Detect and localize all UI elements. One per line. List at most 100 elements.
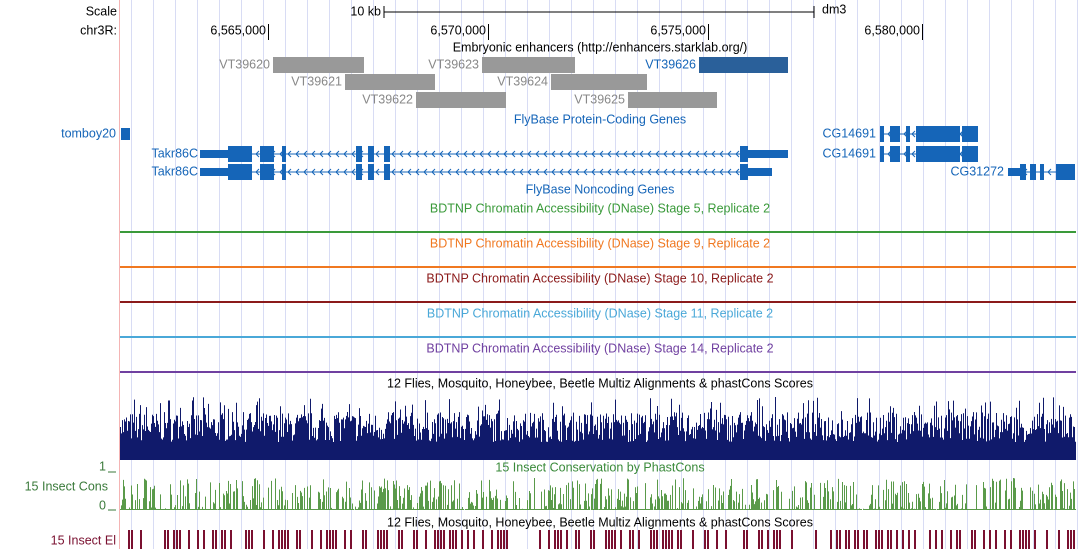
exon <box>356 164 362 180</box>
track-title: 12 Flies, Mosquito, Honeybee, Beetle Mul… <box>387 376 813 390</box>
strand-arrow <box>511 150 516 158</box>
strand-arrow <box>623 168 628 176</box>
strand-arrow <box>591 168 596 176</box>
strand-arrow <box>911 130 916 138</box>
strand-arrow <box>495 168 500 176</box>
dnase-signal <box>120 371 1076 373</box>
exon <box>384 146 390 162</box>
strand-arrow <box>711 168 716 176</box>
exon <box>1056 164 1075 180</box>
strand-arrow <box>719 150 724 158</box>
position-label: 6,570,000 <box>430 23 486 37</box>
strand-arrow <box>351 150 356 158</box>
strand-arrow <box>423 168 428 176</box>
gene-label: tomboy20 <box>61 126 116 140</box>
strand-arrow <box>679 168 684 176</box>
strand-arrow <box>327 168 332 176</box>
strand-arrow <box>607 168 612 176</box>
strand-arrow <box>455 168 460 176</box>
strand-arrow <box>295 168 300 176</box>
exon <box>916 126 960 142</box>
dnase-signal <box>120 231 1076 233</box>
exon <box>260 164 274 180</box>
exon <box>1030 164 1036 180</box>
side-label: 15 Insect Cons <box>25 479 108 493</box>
exon <box>740 164 748 180</box>
strand-arrow <box>631 168 636 176</box>
enhancers: VT39620 VT39621 VT39622 VT39623 VT39624 VT396… <box>219 57 788 108</box>
enhancer-label: VT39624 <box>497 74 548 88</box>
strand-arrow <box>1047 168 1052 176</box>
strand-arrow <box>391 150 396 158</box>
strand-arrow <box>519 168 524 176</box>
enhancer <box>551 74 647 90</box>
exon <box>748 150 788 158</box>
strand-arrow <box>487 168 492 176</box>
strand-arrow <box>639 150 644 158</box>
strand-arrow <box>407 150 412 158</box>
strand-arrow <box>431 168 436 176</box>
strand-arrow <box>647 168 652 176</box>
strand-arrow <box>583 150 588 158</box>
strand-arrow <box>727 168 732 176</box>
strand-arrow <box>319 150 324 158</box>
strand-arrow <box>911 150 916 158</box>
strand-arrow <box>655 150 660 158</box>
enhancer-label: VT39623 <box>428 57 479 71</box>
exon <box>1040 164 1044 180</box>
exon <box>368 164 374 180</box>
enhancer <box>345 74 435 90</box>
track-title: BDTNP Chromatin Accessibility (DNase) St… <box>430 236 770 250</box>
strand-arrow <box>687 168 692 176</box>
enhancer-label: VT39625 <box>574 92 625 106</box>
exon <box>880 146 884 162</box>
enhancer-label: VT39626 <box>645 57 696 71</box>
exon <box>260 146 274 162</box>
strand-arrow <box>695 150 700 158</box>
gene-label: Takr86C <box>151 146 198 160</box>
side-label: 15 Insect El <box>51 533 116 547</box>
strand-arrow <box>503 168 508 176</box>
strand-arrow <box>439 168 444 176</box>
strand-arrow <box>439 150 444 158</box>
strand-arrow <box>311 150 316 158</box>
strand-arrow <box>647 150 652 158</box>
exon <box>228 146 252 162</box>
strand-arrow <box>447 150 452 158</box>
ruler: 6,565,000 6,570,000 6,575,000 6,580,000 <box>210 23 923 40</box>
strand-arrow <box>663 150 668 158</box>
strand-arrow <box>711 150 716 158</box>
exon <box>228 164 252 180</box>
strand-arrow <box>559 150 564 158</box>
strand-arrow <box>447 168 452 176</box>
track-title: FlyBase Noncoding Genes <box>526 182 675 196</box>
scale-bar-label: 10 kb <box>350 4 381 18</box>
strand-arrow <box>335 168 340 176</box>
strand-arrow <box>655 168 660 176</box>
exon <box>282 146 286 162</box>
gene-label: CG14691 <box>822 146 876 160</box>
strand-arrow <box>535 150 540 158</box>
strand-arrow <box>527 168 532 176</box>
track-title: 15 Insect Conservation by PhastCons <box>495 460 704 474</box>
track-title: BDTNP Chromatin Accessibility (DNase) St… <box>430 201 770 215</box>
strand-arrow <box>287 168 292 176</box>
axis-min: 0 <box>99 498 106 512</box>
enhancer <box>628 92 717 108</box>
assembly: dm3 <box>822 2 846 16</box>
enhancer <box>416 92 506 108</box>
exon <box>121 128 130 140</box>
strand-arrow <box>559 168 564 176</box>
strand-arrow <box>671 168 676 176</box>
strand-arrow <box>695 168 700 176</box>
strand-arrow <box>471 150 476 158</box>
track-title: 12 Flies, Mosquito, Honeybee, Beetle Mul… <box>387 515 813 529</box>
strand-arrow <box>575 150 580 158</box>
strand-arrow <box>415 150 420 158</box>
strand-arrow <box>551 150 556 158</box>
exon <box>200 150 228 158</box>
strand-arrow <box>551 168 556 176</box>
strand-arrow <box>719 168 724 176</box>
exon <box>906 146 910 162</box>
